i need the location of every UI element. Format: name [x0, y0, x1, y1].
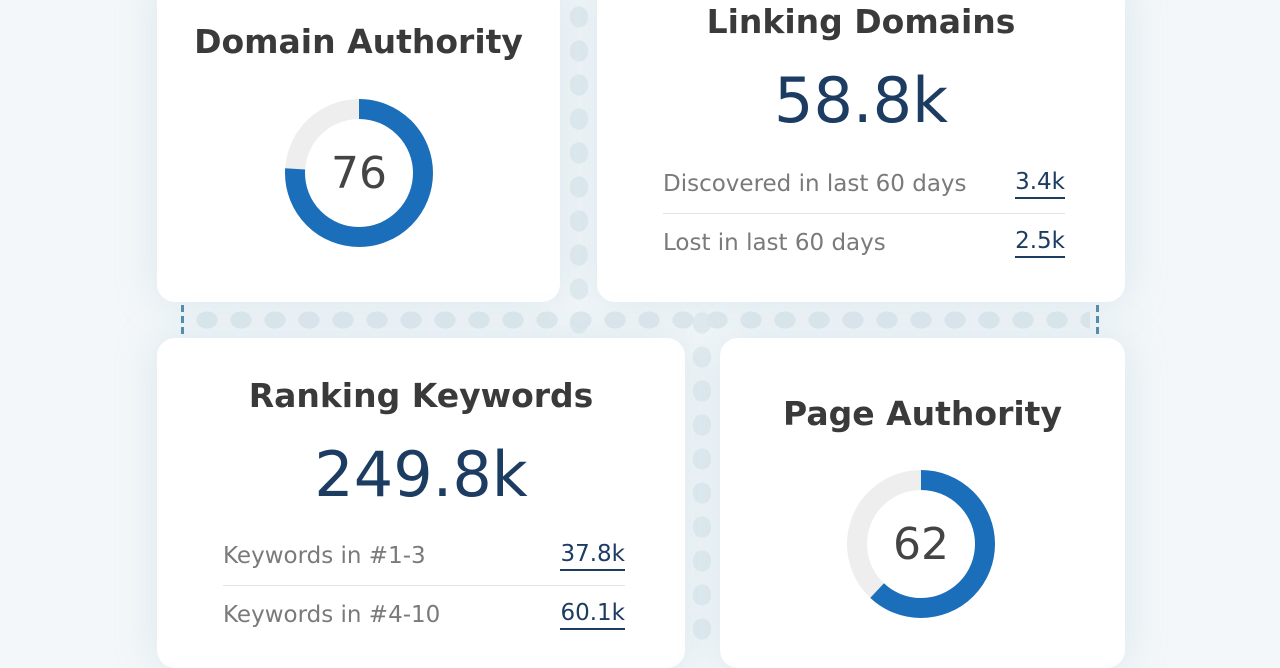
row-value[interactable]: 60.1k: [560, 600, 625, 630]
row-label: Lost in last 60 days: [663, 230, 886, 256]
donut-score: 76: [331, 148, 387, 199]
decor-tick: [1096, 305, 1099, 335]
row-label: Keywords in #4-10: [223, 602, 441, 628]
row-value[interactable]: 37.8k: [560, 541, 625, 571]
card: Domain Authority 76: [157, 0, 560, 302]
row-label: Discovered in last 60 days: [663, 171, 967, 197]
card: Page Authority 62: [720, 338, 1125, 668]
donut-arc: [847, 470, 995, 618]
metric-row: Lost in last 60 days 2.5k: [663, 214, 1065, 272]
card: Linking Domains 58.8k Discovered in last…: [597, 0, 1125, 302]
card-title: Domain Authority: [194, 22, 523, 61]
row-value[interactable]: 2.5k: [1015, 228, 1065, 258]
card-title: Linking Domains: [706, 2, 1016, 41]
card-title: Ranking Keywords: [248, 376, 594, 415]
donut: 76: [285, 99, 433, 247]
big-value: 249.8k: [314, 438, 528, 511]
metric-row: Keywords in #4-10 60.1k: [223, 586, 625, 644]
donut-score: 62: [893, 519, 949, 570]
decor-tick: [181, 305, 184, 335]
row-label: Keywords in #1-3: [223, 543, 426, 569]
row-value[interactable]: 3.4k: [1015, 169, 1065, 199]
card: Ranking Keywords 249.8k Keywords in #1-3…: [157, 338, 685, 668]
card-title: Page Authority: [783, 394, 1062, 433]
big-value: 58.8k: [774, 64, 948, 137]
donut-arc: [285, 99, 433, 247]
metric-row: Keywords in #1-3 37.8k: [223, 527, 625, 586]
metric-row: Discovered in last 60 days 3.4k: [663, 155, 1065, 214]
decor-band: [190, 306, 1090, 334]
page: Domain Authority 76 Linking Domains 58.8…: [157, 0, 1125, 668]
donut: 62: [847, 470, 995, 618]
